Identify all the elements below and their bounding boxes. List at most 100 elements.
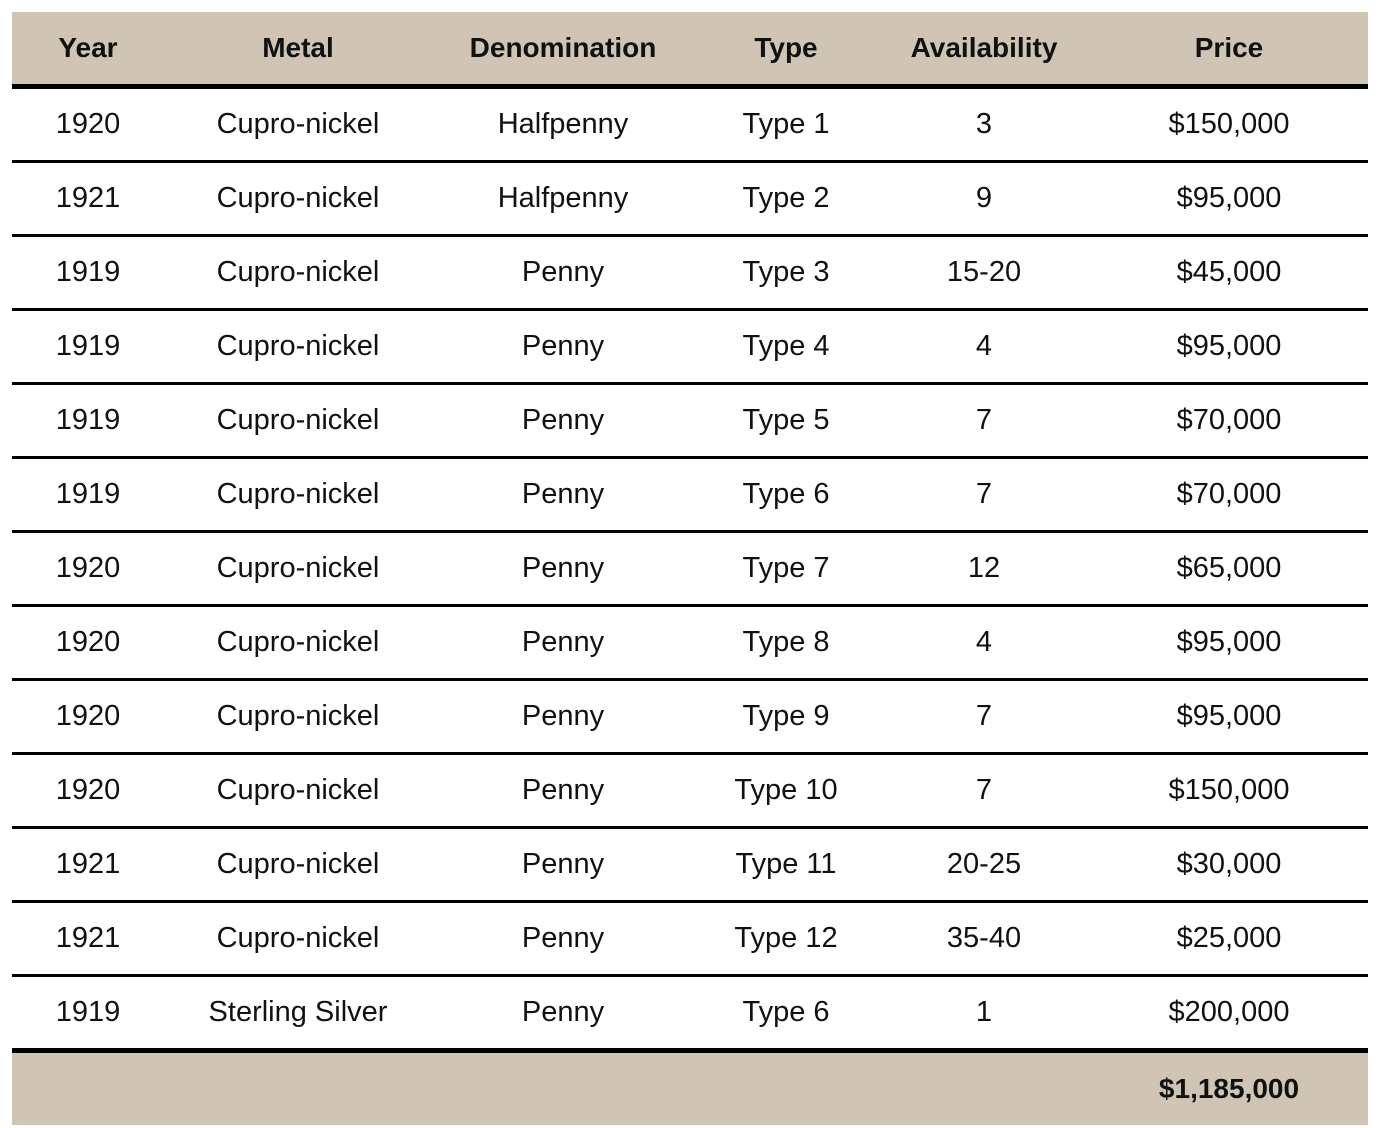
cell-metal: Cupro-nickel <box>216 108 380 140</box>
cell-type: Type 8 <box>742 626 830 658</box>
cell-year: 1919 <box>55 330 121 362</box>
cell-price: $70,000 <box>1176 404 1282 436</box>
cell-year: 1920 <box>55 108 121 140</box>
cell-price: $30,000 <box>1176 848 1282 880</box>
cell-price: $95,000 <box>1176 626 1282 658</box>
cell-metal: Sterling Silver <box>208 996 388 1028</box>
table-total-row: $1,185,000 <box>12 1053 1368 1125</box>
cell-year: 1920 <box>55 552 121 584</box>
table-row: 1921 Cupro-nickel Penny Type 11 20-25 $30,000 <box>12 829 1368 903</box>
cell-denomination: Penny <box>521 404 605 436</box>
cell-type: Type 10 <box>734 774 838 806</box>
cell-metal: Cupro-nickel <box>216 552 380 584</box>
table-row: 1919 Cupro-nickel Penny Type 3 15-20 $45,000 <box>12 237 1368 311</box>
table-row: 1921 Cupro-nickel Penny Type 12 35-40 $25,000 <box>12 903 1368 977</box>
cell-type: Type 2 <box>742 182 830 214</box>
cell-availability: 7 <box>975 404 993 436</box>
cell-availability: 4 <box>975 626 993 658</box>
cell-type: Type 11 <box>735 848 837 880</box>
cell-price: $150,000 <box>1168 774 1290 806</box>
cell-price: $65,000 <box>1176 552 1282 584</box>
cell-metal: Cupro-nickel <box>216 404 380 436</box>
cell-availability: 9 <box>975 182 993 214</box>
cell-type: Type 9 <box>742 700 830 732</box>
cell-type: Type 7 <box>742 552 830 584</box>
cell-denomination: Penny <box>521 996 605 1028</box>
cell-availability: 1 <box>975 996 993 1028</box>
table-body: 1920 Cupro-nickel Halfpenny Type 1 3 $150,000… <box>12 89 1368 1053</box>
cell-year: 1919 <box>55 256 121 288</box>
cell-metal: Cupro-nickel <box>216 922 380 954</box>
table-header-row: Year Metal Denomination Type Availabilit… <box>12 12 1368 89</box>
coin-price-table: Year Metal Denomination Type Availabilit… <box>12 12 1368 1125</box>
table-row: 1919 Sterling Silver Penny Type 6 1 $200,000 <box>12 977 1368 1053</box>
cell-denomination: Penny <box>521 552 605 584</box>
cell-year: 1920 <box>55 626 121 658</box>
table-row: 1920 Cupro-nickel Penny Type 10 7 $150,000 <box>12 755 1368 829</box>
cell-type: Type 6 <box>742 478 830 510</box>
cell-price: $70,000 <box>1176 478 1282 510</box>
cell-availability: 20-25 <box>946 848 1022 880</box>
table-row: 1920 Cupro-nickel Penny Type 9 7 $95,000 <box>12 681 1368 755</box>
cell-denomination: Penny <box>521 848 605 880</box>
cell-availability: 3 <box>975 108 993 140</box>
cell-price: $25,000 <box>1176 922 1282 954</box>
table-row: 1921 Cupro-nickel Halfpenny Type 2 9 $95,000 <box>12 163 1368 237</box>
cell-year: 1919 <box>55 996 121 1028</box>
table-row: 1920 Cupro-nickel Penny Type 8 4 $95,000 <box>12 607 1368 681</box>
cell-year: 1921 <box>55 848 121 880</box>
cell-denomination: Penny <box>521 700 605 732</box>
cell-type: Type 4 <box>742 330 830 362</box>
table-row: 1919 Cupro-nickel Penny Type 4 4 $95,000 <box>12 311 1368 385</box>
table-row: 1919 Cupro-nickel Penny Type 6 7 $70,000 <box>12 459 1368 533</box>
table-row: 1920 Cupro-nickel Penny Type 7 12 $65,000 <box>12 533 1368 607</box>
cell-price: $200,000 <box>1168 996 1290 1028</box>
cell-price: $45,000 <box>1176 256 1282 288</box>
cell-availability: 7 <box>975 774 993 806</box>
table-row: 1919 Cupro-nickel Penny Type 5 7 $70,000 <box>12 385 1368 459</box>
header-availability: Availability <box>910 32 1058 63</box>
cell-year: 1919 <box>55 404 121 436</box>
cell-availability: 7 <box>975 478 993 510</box>
cell-availability: 35-40 <box>946 922 1022 954</box>
header-type: Type <box>754 32 818 63</box>
cell-availability: 12 <box>967 552 1001 584</box>
header-denomination: Denomination <box>469 32 657 63</box>
cell-type: Type 1 <box>742 108 830 140</box>
cell-year: 1920 <box>55 700 121 732</box>
total-price: $1,185,000 <box>1158 1073 1300 1104</box>
cell-type: Type 12 <box>734 922 838 954</box>
cell-metal: Cupro-nickel <box>216 182 380 214</box>
cell-metal: Cupro-nickel <box>216 700 380 732</box>
cell-metal: Cupro-nickel <box>216 774 380 806</box>
table-row: 1920 Cupro-nickel Halfpenny Type 1 3 $150,000 <box>12 89 1368 163</box>
cell-type: Type 3 <box>742 256 830 288</box>
cell-year: 1921 <box>55 922 121 954</box>
header-year: Year <box>58 32 118 63</box>
cell-metal: Cupro-nickel <box>216 478 380 510</box>
cell-availability: 15-20 <box>946 256 1022 288</box>
cell-price: $150,000 <box>1168 108 1290 140</box>
cell-type: Type 6 <box>742 996 830 1028</box>
cell-metal: Cupro-nickel <box>216 848 380 880</box>
cell-type: Type 5 <box>742 404 830 436</box>
cell-denomination: Penny <box>521 330 605 362</box>
cell-denomination: Halfpenny <box>497 182 629 214</box>
cell-availability: 7 <box>975 700 993 732</box>
cell-denomination: Penny <box>521 774 605 806</box>
cell-availability: 4 <box>975 330 993 362</box>
cell-year: 1920 <box>55 774 121 806</box>
cell-denomination: Penny <box>521 922 605 954</box>
cell-year: 1919 <box>55 478 121 510</box>
cell-denomination: Penny <box>521 256 605 288</box>
cell-denomination: Halfpenny <box>497 108 629 140</box>
cell-metal: Cupro-nickel <box>216 256 380 288</box>
cell-denomination: Penny <box>521 478 605 510</box>
cell-price: $95,000 <box>1176 330 1282 362</box>
cell-denomination: Penny <box>521 626 605 658</box>
cell-year: 1921 <box>55 182 121 214</box>
cell-metal: Cupro-nickel <box>216 626 380 658</box>
cell-price: $95,000 <box>1176 182 1282 214</box>
cell-price: $95,000 <box>1176 700 1282 732</box>
header-price: Price <box>1194 32 1264 63</box>
